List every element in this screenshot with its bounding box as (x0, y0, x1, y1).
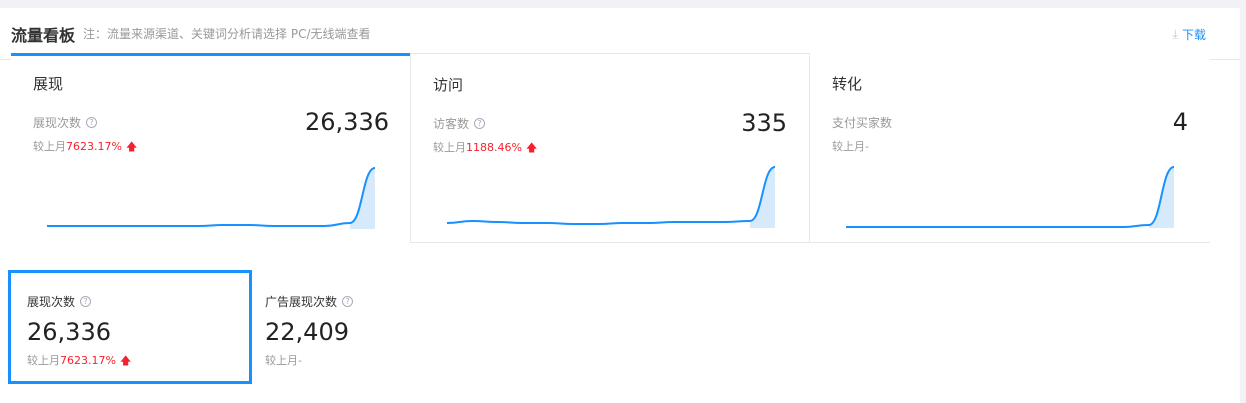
compare-label: 较上月 (433, 141, 466, 154)
sparkline (447, 166, 775, 228)
tab-impressions[interactable]: 展现 展现次数? 26,336 较上月7623.17% 🡅 (11, 53, 411, 243)
compare-label: 较上月 (27, 354, 60, 367)
sparkline (846, 166, 1174, 228)
compare-value: 7623.17% (60, 354, 116, 367)
sparkline-line (47, 167, 375, 227)
metric-label: 支付买家数 (832, 115, 893, 130)
tab-name: 展现 (33, 75, 64, 93)
metric-value: 22,409 (265, 318, 349, 346)
metric-value: 26,336 (305, 108, 389, 136)
card-impressions[interactable]: 展现次数? 26,336 较上月7623.17% 🡅 (8, 270, 252, 384)
metric-label: 展现次数 (33, 115, 82, 130)
help-icon[interactable]: ? (86, 116, 98, 128)
metric-value: 4 (1172, 108, 1188, 136)
sparkline (47, 167, 375, 229)
header-note: 注：流量来源渠道、关键词分析请选择 PC/无线端查看 (83, 27, 371, 41)
arrow-up-icon: 🡅 (119, 354, 132, 367)
arrow-up-icon: 🡅 (525, 141, 538, 154)
metric-value: 26,336 (27, 318, 111, 346)
arrow-up-icon: 🡅 (125, 140, 138, 153)
compare-label: 较上月 (33, 140, 66, 153)
help-icon[interactable]: ? (80, 296, 92, 307)
metric-label: 展现次数 (27, 295, 76, 309)
help-icon[interactable]: ? (474, 117, 486, 129)
sparkline-line (447, 166, 775, 225)
compare-value: 1188.46% (466, 141, 522, 154)
card-ad-impressions[interactable]: 广告展现次数? 22,409 较上月- (249, 270, 493, 384)
compare-label: 较上月 (832, 140, 865, 153)
compare-value: - (865, 140, 869, 153)
compare-value: 7623.17% (66, 140, 122, 153)
download-icon: ⤓ (1172, 27, 1178, 41)
tab-name: 转化 (832, 75, 863, 93)
metric-label: 访客数 (433, 116, 470, 131)
metric-value: 335 (741, 109, 787, 137)
compare-label: 较上月 (265, 354, 298, 367)
tab-conversion[interactable]: 转化 支付买家数 4 较上月- (810, 53, 1210, 243)
download-button[interactable]: ⤓ 下载 (1172, 27, 1206, 42)
metric-label: 广告展现次数 (265, 295, 338, 309)
compare-value: - (298, 354, 302, 367)
tab-visits[interactable]: 访问 访客数? 335 较上月1188.46% 🡅 (410, 53, 810, 243)
page-title: 流量看板 (11, 25, 76, 45)
sparkline-line (846, 166, 1174, 228)
tab-name: 访问 (433, 76, 464, 94)
help-icon[interactable]: ? (342, 296, 354, 307)
